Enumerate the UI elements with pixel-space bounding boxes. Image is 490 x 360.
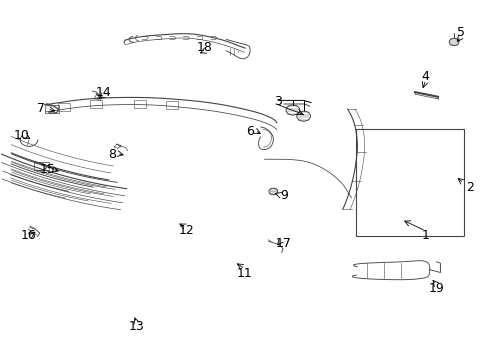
Bar: [45, 105, 59, 113]
Text: 3: 3: [274, 95, 282, 108]
Text: 12: 12: [178, 224, 194, 238]
Text: 2: 2: [466, 181, 474, 194]
Text: 11: 11: [237, 267, 253, 280]
Bar: [166, 101, 177, 109]
Text: 19: 19: [429, 282, 444, 295]
Bar: [134, 100, 146, 108]
Bar: [90, 100, 102, 108]
Text: 18: 18: [197, 41, 213, 54]
Text: 13: 13: [129, 320, 145, 333]
Text: 6: 6: [246, 125, 254, 138]
Bar: [356, 129, 464, 235]
Text: 15: 15: [40, 163, 55, 176]
Text: 1: 1: [422, 229, 430, 242]
Text: 16: 16: [21, 229, 37, 242]
Bar: [58, 103, 70, 111]
Text: 17: 17: [276, 237, 292, 250]
Bar: [34, 162, 49, 170]
Text: 4: 4: [422, 69, 430, 82]
Text: 7: 7: [37, 102, 45, 115]
Text: 10: 10: [13, 129, 29, 142]
Text: 5: 5: [457, 27, 465, 40]
Text: 9: 9: [280, 189, 288, 202]
Text: 14: 14: [96, 86, 111, 99]
Text: 8: 8: [108, 148, 116, 161]
